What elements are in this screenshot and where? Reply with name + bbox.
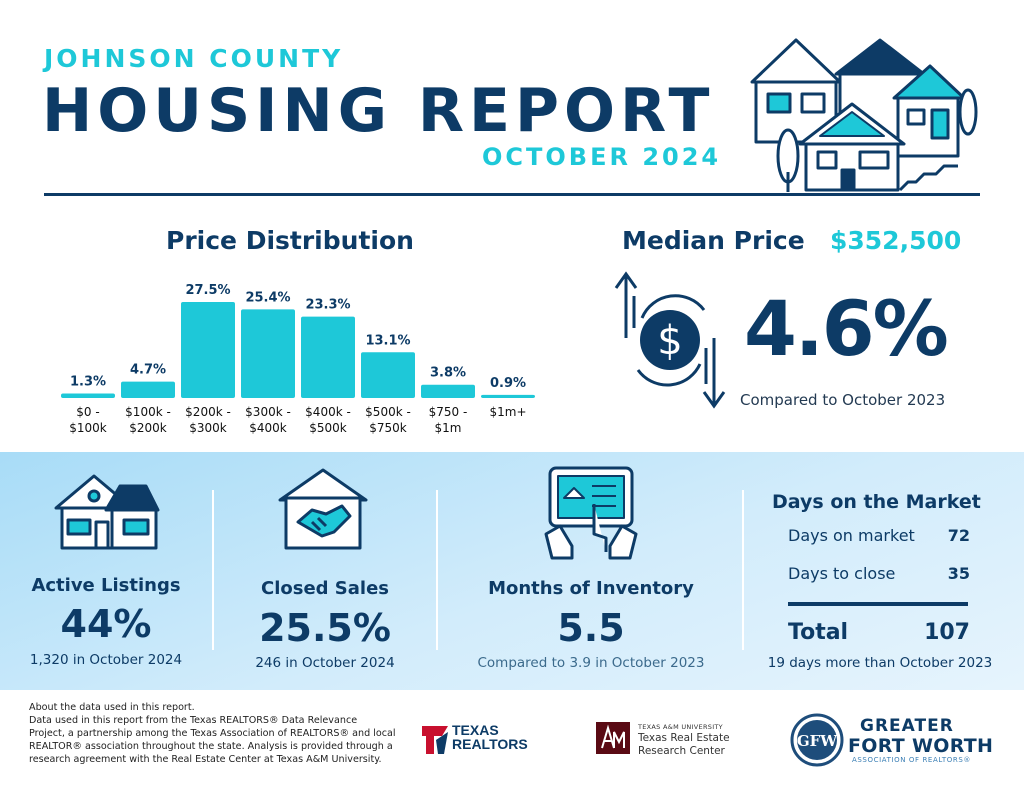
svg-text:$: $ [657, 318, 682, 364]
active-listings-label: Active Listings [31, 575, 181, 596]
about-line: Data used in this report from the Texas … [29, 715, 358, 726]
price-bar [301, 316, 355, 398]
price-bar-value-label: 23.3% [305, 298, 350, 313]
days-to-close-row-label: Days to close [788, 564, 896, 583]
months-inventory-value: 5.5 [557, 606, 625, 650]
gfw-line1: GREATER [860, 716, 954, 736]
svg-text:GFW: GFW [797, 732, 838, 750]
median-price-compare-note: Compared to October 2023 [740, 391, 946, 409]
price-bar [121, 381, 175, 398]
days-total-rule [788, 602, 968, 606]
handshake-house-icon [278, 468, 368, 550]
price-bar [421, 384, 475, 398]
texas-realtors-line1: TEXAS [452, 722, 499, 738]
price-bar-category-label: $200k - [185, 405, 231, 419]
tamu-logo-icon [596, 722, 630, 754]
active-listings-note: 1,320 in October 2024 [29, 652, 183, 668]
texas-realtors-logo-icon [422, 726, 448, 754]
tamu-center-line1: Texas Real Estate [638, 732, 730, 744]
closed-sales-label: Closed Sales [260, 578, 390, 599]
active-listings-value: 44% [60, 602, 152, 646]
dollar-arrows-icon: $ [614, 271, 726, 409]
report-month: OCTOBER 2024 [482, 143, 722, 171]
price-bar [181, 302, 235, 398]
stats-divider [436, 490, 438, 650]
price-bar-category-label: $300k [189, 421, 227, 435]
price-bar-category-label: $400k - [305, 405, 351, 419]
stats-divider [742, 490, 744, 650]
price-bar-category-label: $100k - [125, 405, 171, 419]
price-bar-value-label: 1.3% [70, 374, 106, 389]
days-total-label: Total [788, 620, 849, 645]
days-on-market-row-label: Days on market [788, 526, 915, 545]
days-to-close-row-value: 35 [947, 564, 970, 583]
price-bar-category-label: $100k [69, 421, 107, 435]
gfw-line3: ASSOCIATION OF REALTORS® [852, 756, 971, 764]
report-title: HOUSING REPORT [42, 76, 715, 146]
about-line: Project, a partnership among the Texas A… [29, 728, 396, 739]
texas-realtors-logo-text: TEXAS REALTORS [452, 723, 528, 751]
price-bar-category-label: $750 - [429, 405, 468, 419]
price-bar-value-label: 13.1% [365, 333, 410, 348]
median-price-change: 4.6% [744, 284, 949, 373]
price-bar-value-label: 25.4% [245, 290, 290, 305]
price-bar-value-label: 3.8% [430, 366, 466, 381]
houses-illustration-icon [750, 38, 978, 192]
days-to-close-row: Days to close 35 [788, 564, 970, 583]
price-bar-value-label: 0.9% [490, 376, 526, 391]
price-bar-category-label: $200k [129, 421, 167, 435]
price-bar-category-label: $500k - [365, 405, 411, 419]
median-price-value: $352,500 [830, 226, 962, 255]
price-bar-category-label: $1m [435, 421, 462, 435]
price-bar [241, 309, 295, 398]
price-bar-category-label: $750k [369, 421, 407, 435]
months-inventory-note: Compared to 3.9 in October 2023 [477, 655, 705, 671]
days-on-market-row-value: 72 [947, 526, 970, 545]
about-data-text: About the data used in this report. Data… [29, 701, 399, 766]
about-line: About the data used in this report. [29, 702, 195, 713]
price-bar-value-label: 27.5% [185, 283, 230, 298]
median-price-label: Median Price [622, 226, 805, 255]
months-inventory-label: Months of Inventory [488, 578, 694, 599]
house-icon [54, 474, 160, 550]
stats-divider [212, 490, 214, 650]
days-on-market-note: 19 days more than October 2023 [767, 655, 993, 671]
price-bar-category-label: $500k [309, 421, 347, 435]
price-distribution-title: Price Distribution [166, 226, 414, 255]
tamu-center-line2: Research Center [638, 745, 725, 757]
price-bar-category-label: $300k - [245, 405, 291, 419]
stats-band [0, 452, 1024, 690]
price-bar-category-label: $0 - [76, 405, 99, 419]
price-bar-category-label: $1m+ [489, 405, 526, 419]
price-bar [61, 393, 115, 398]
texas-realtors-line2: REALTORS [452, 736, 528, 752]
tamu-university-label: TEXAS A&M UNIVERSITY [638, 723, 723, 731]
gfw-shield-logo-icon: GFW [790, 713, 844, 767]
county-heading: JOHNSON COUNTY [44, 44, 344, 73]
closed-sales-value: 25.5% [259, 606, 391, 650]
header-divider [44, 193, 980, 196]
price-bar [361, 352, 415, 398]
gfw-line2: FORT WORTH [848, 735, 994, 757]
price-bar-category-label: $400k [249, 421, 287, 435]
price-distribution-chart: 1.3% $0 - $100k 4.7% $100k - $200k 27.5% $200k … [61, 283, 535, 435]
price-bar [481, 394, 535, 398]
days-total-row: Total 107 [788, 620, 970, 645]
price-bar-value-label: 4.7% [130, 363, 166, 378]
tablet-hands-icon [544, 466, 638, 560]
closed-sales-note: 246 in October 2024 [255, 655, 395, 671]
about-line: research agreement with the Real Estate … [29, 754, 382, 765]
days-total-value: 107 [924, 620, 970, 645]
days-on-market-title: Days on the Market [772, 491, 981, 513]
days-on-market-row: Days on market 72 [788, 526, 970, 545]
about-line: REALTOR® association throughout the stat… [29, 741, 393, 752]
